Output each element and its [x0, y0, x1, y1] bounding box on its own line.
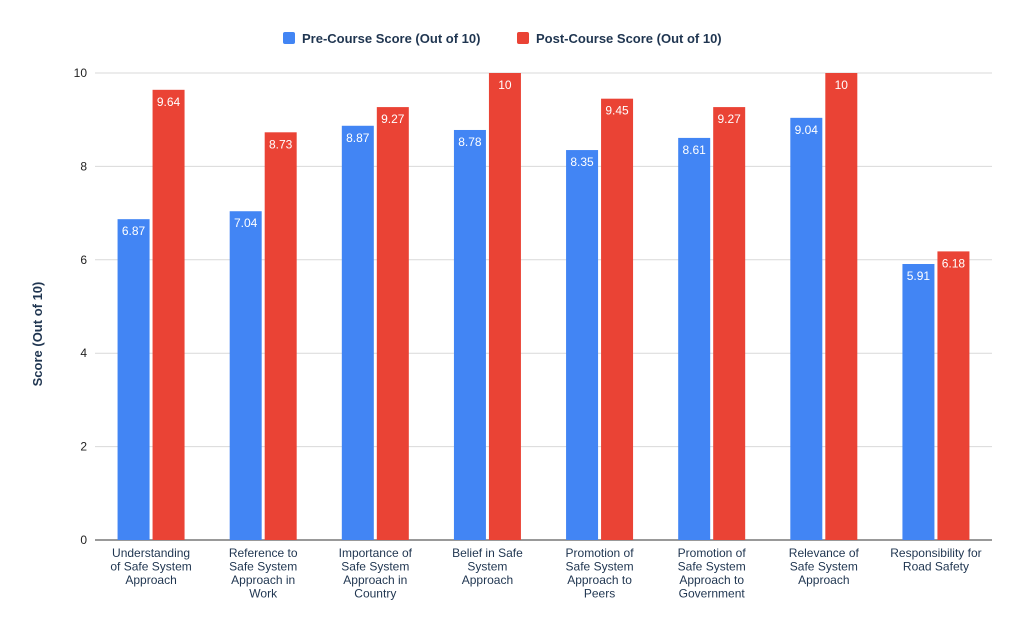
post-course-bar [713, 107, 746, 540]
legend-swatch [517, 32, 529, 44]
post-course-bar [937, 251, 970, 541]
y-axis-label: Score (Out of 10) [30, 282, 45, 387]
bar-value-label: 10 [835, 78, 849, 92]
bar-value-label: 8.73 [269, 137, 293, 151]
y-tick-label: 2 [80, 440, 87, 454]
post-course-bar [825, 73, 858, 540]
pre-course-bar [453, 129, 486, 540]
x-category-line: Promotion of [566, 546, 635, 560]
bar-value-label: 10 [498, 78, 512, 92]
post-course-bar [376, 107, 409, 540]
bar-value-label: 8.35 [570, 155, 594, 169]
pre-course-bar [790, 117, 823, 540]
legend: Pre-Course Score (Out of 10) Post-Course … [283, 31, 722, 46]
legend-label: Post-Course Score (Out of 10) [536, 31, 722, 46]
pre-course-bar [229, 211, 262, 540]
x-category-label: Promotion of Safe System Approach to Peers [566, 546, 635, 601]
x-category-line: Responsibility for [890, 546, 981, 560]
x-category-line: Safe System [790, 560, 858, 574]
bar-value-label: 9.27 [718, 112, 742, 126]
pre-course-bar [566, 150, 599, 540]
y-tick-label: 6 [80, 253, 87, 267]
x-category-line: Reference to [229, 546, 298, 560]
x-category-line: Approach [798, 573, 849, 587]
x-category-line: Safe System [566, 560, 634, 574]
x-category-line: Safe System [229, 560, 297, 574]
legend-swatch [283, 32, 295, 44]
x-category-label: Understanding of Safe System Approach [110, 546, 191, 587]
x-category-line: Work [249, 587, 278, 601]
x-category-line: Safe System [678, 560, 746, 574]
post-course-bar [152, 89, 185, 540]
x-category-label: Importance of Safe System Approach in Count… [339, 546, 413, 601]
pre-course-bar [678, 137, 711, 540]
y-tick-label: 8 [80, 159, 87, 173]
x-category-line: Country [354, 587, 396, 601]
pre-course-bar [341, 125, 374, 541]
post-course-bar [264, 132, 297, 540]
x-category-line: of Safe System [110, 560, 191, 574]
bar-value-label: 8.78 [458, 135, 482, 149]
bar-value-label: 5.91 [907, 269, 931, 283]
x-category-line: Approach to [679, 573, 744, 587]
x-category-line: Government [679, 587, 746, 601]
bar-value-label: 6.87 [122, 224, 146, 238]
gridlines [95, 72, 992, 541]
x-category-line: System [467, 560, 507, 574]
x-category-label: Relevance of Safe System Approach [789, 546, 860, 587]
x-category-line: Approach in [343, 573, 407, 587]
bar-value-label: 8.61 [683, 143, 707, 157]
bars: 6.87 7.04 8.87 8.78 8.35 8.61 9.04 5.91 9.64 8.73… [117, 73, 970, 541]
x-category-line: Approach to [567, 573, 632, 587]
bar-value-label: 7.04 [234, 216, 258, 230]
x-category-line: Belief in Safe [452, 546, 523, 560]
x-category-line: Importance of [339, 546, 413, 560]
bar-value-label: 9.45 [605, 104, 629, 118]
x-category-line: Relevance of [789, 546, 860, 560]
legend-label: Pre-Course Score (Out of 10) [302, 31, 480, 46]
x-category-line: Approach [125, 573, 176, 587]
x-category-line: Road Safety [903, 560, 969, 574]
pre-course-bar [117, 219, 150, 540]
y-tick-label: 0 [80, 533, 87, 547]
post-course-bar [488, 73, 521, 540]
x-category-label: Responsibility for Road Safety [890, 546, 981, 574]
y-tick-label: 10 [74, 66, 88, 80]
bar-value-label: 9.04 [795, 123, 819, 137]
bar-value-label: 8.87 [346, 131, 370, 145]
post-course-bar [601, 98, 634, 540]
x-category-line: Approach [462, 573, 513, 587]
x-category-line: Safe System [341, 560, 409, 574]
y-tick-label: 4 [80, 346, 87, 360]
x-category-label: Reference to Safe System Approach in Work [229, 546, 298, 601]
x-category-line: Peers [584, 587, 615, 601]
x-category-line: Understanding [112, 546, 190, 560]
pre-course-bar [902, 264, 935, 540]
bar-value-label: 9.27 [381, 112, 405, 126]
x-axis-categories: Understanding of Safe System ApproachRefer… [110, 546, 981, 601]
y-axis-ticks: 0 2 4 6 8 10 [74, 66, 88, 547]
bar-value-label: 9.64 [157, 95, 181, 109]
x-category-line: Approach in [231, 573, 295, 587]
x-category-label: Promotion of Safe System Approach to Govern… [678, 546, 747, 601]
bar-value-label: 6.18 [942, 256, 966, 270]
x-category-label: Belief in Safe System Approach [452, 546, 523, 587]
x-category-line: Promotion of [678, 546, 747, 560]
